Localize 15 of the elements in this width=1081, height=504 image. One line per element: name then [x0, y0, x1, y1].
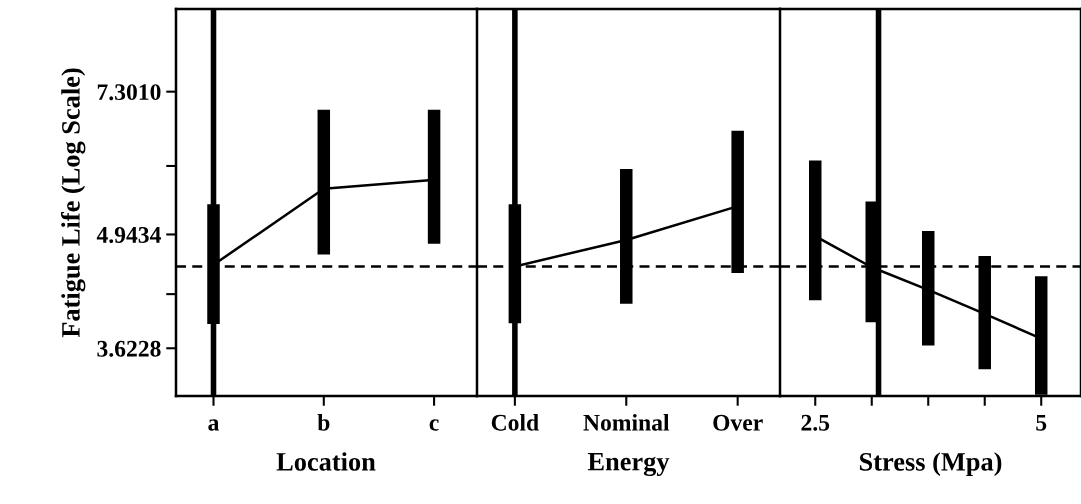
x-tick-label: a [208, 419, 220, 431]
x-tick-label: Cold [491, 414, 539, 431]
x-tick-label: Nominal [583, 414, 670, 431]
x-tick-label: c [429, 419, 439, 431]
x-tick-label: 5 [1036, 414, 1047, 431]
x-tick-label: Over [713, 414, 763, 431]
y-axis-title: Fatigue Life (Log Scale) [60, 68, 86, 338]
x-axis-title: Location [276, 452, 376, 471]
x-tick-label: 2.5 [801, 414, 830, 431]
y-tick-label: 4.9434 [96, 227, 161, 243]
x-axis-title: Stress (Mpa) [859, 452, 1002, 477]
x-axis-title: Energy [587, 452, 670, 477]
y-tick-label: 3.6228 [97, 340, 161, 357]
y-tick-label: 7.3010 [97, 84, 161, 101]
x-tick-label: b [317, 414, 330, 431]
